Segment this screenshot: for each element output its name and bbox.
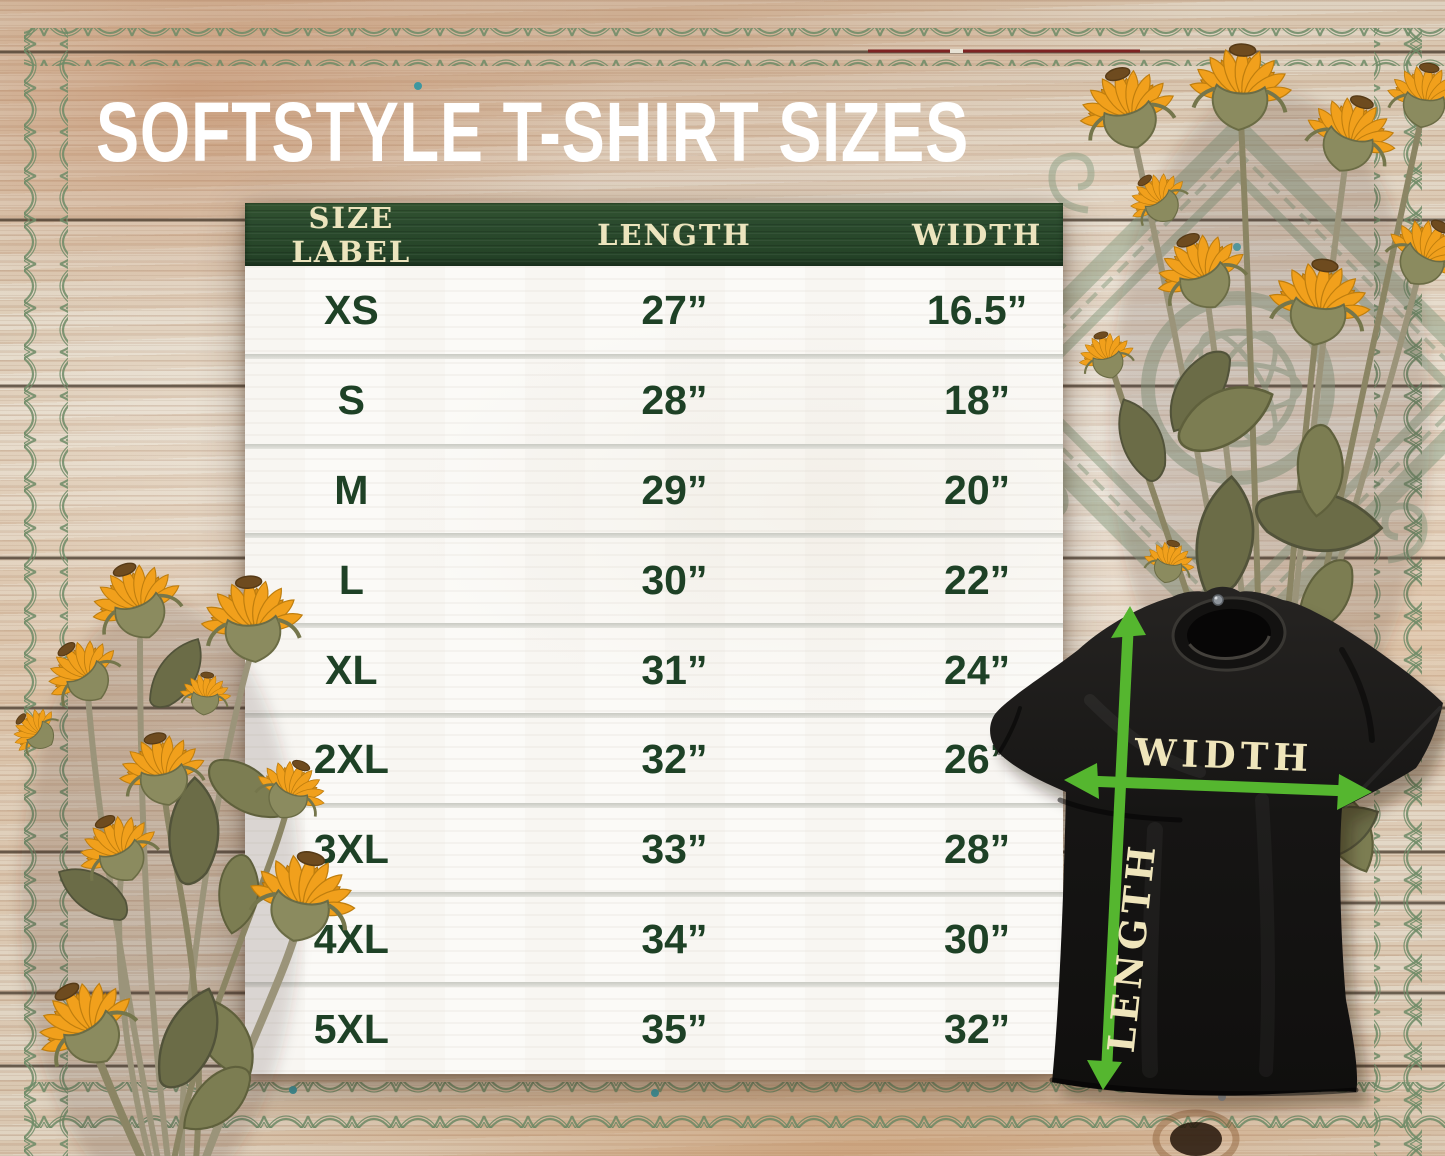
table-row: 2XL 32” 26”	[245, 712, 1063, 805]
length-cell: 31”	[641, 646, 708, 693]
size-table: SIZE LABEL LENGTH WIDTH XS 27” 16.5” S 2…	[245, 200, 1063, 1074]
celtic-border-top	[24, 28, 1445, 66]
length-cell: 27”	[641, 287, 708, 334]
size-label-cell: XS	[323, 287, 379, 334]
length-cell: 33”	[641, 826, 708, 873]
tshirt-photo	[990, 586, 1445, 1110]
length-arrow	[1087, 606, 1146, 1090]
width-cell: 30”	[944, 915, 1011, 962]
size-label-cell: 2XL	[313, 736, 389, 783]
page-title: SOFTSTYLE T-SHIRT SIZES	[96, 85, 969, 179]
nail-icon	[1212, 594, 1224, 606]
table-row: M 29” 20”	[245, 443, 1063, 536]
length-cell: 35”	[641, 1005, 708, 1052]
width-cell: 22”	[944, 556, 1011, 603]
size-label-cell: L	[338, 556, 364, 603]
width-arrow	[1064, 763, 1372, 810]
width-cell: 20”	[944, 466, 1011, 513]
table-row: XL 31” 24”	[245, 623, 1063, 715]
table-row: L 30” 22”	[245, 533, 1063, 625]
length-cell: 28”	[641, 377, 708, 424]
width-measure-label: WIDTH	[1134, 729, 1314, 781]
column-header-width: WIDTH	[911, 217, 1043, 252]
width-cell: 32”	[944, 1005, 1011, 1052]
table-row: XS 27” 16.5”	[245, 266, 1063, 356]
table-header: SIZE LABEL LENGTH WIDTH	[245, 200, 1063, 269]
length-cell: 32”	[641, 736, 708, 783]
width-cell: 28”	[944, 826, 1011, 873]
table-row: 3XL 33” 28”	[245, 802, 1063, 895]
length-cell: 34”	[641, 915, 708, 962]
size-label-cell: 5XL	[313, 1005, 389, 1052]
length-cell: 29”	[641, 466, 708, 513]
width-cell: 16.5”	[926, 287, 1028, 334]
table-body: XS 27” 16.5” S 28” 18” M 29” 20” L 30” 2…	[245, 266, 1063, 1074]
size-label-cell: S	[337, 377, 366, 424]
sunflowers-left	[2, 549, 366, 1156]
size-label-cell: M	[334, 466, 369, 513]
column-header-length: LENGTH	[597, 217, 752, 252]
width-cell: 18”	[944, 377, 1011, 424]
wood-knot	[1152, 1109, 1240, 1156]
collar	[1171, 596, 1287, 672]
table-row: 4XL 34” 30”	[245, 892, 1063, 984]
column-header-size-label: SIZE LABEL	[291, 200, 412, 269]
table-row: S 28” 18”	[245, 353, 1063, 446]
width-cell: 24”	[944, 646, 1011, 693]
length-cell: 30”	[641, 556, 708, 603]
table-row: 5XL 35” 32”	[245, 982, 1063, 1074]
size-label-cell: XL	[325, 646, 378, 693]
